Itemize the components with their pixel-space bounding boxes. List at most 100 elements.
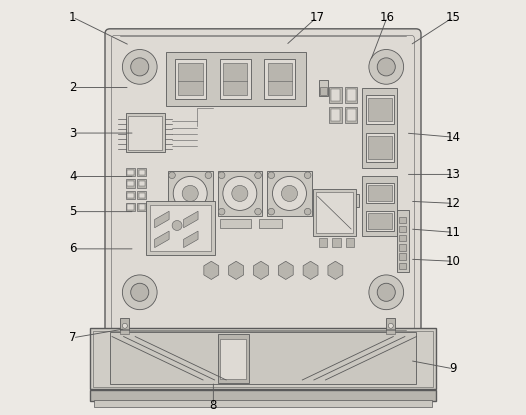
Bar	[138, 204, 145, 210]
Bar	[126, 113, 165, 152]
Text: 17: 17	[309, 11, 324, 24]
Bar	[366, 183, 394, 203]
Circle shape	[123, 323, 127, 328]
Bar	[218, 334, 248, 383]
Bar	[366, 211, 394, 232]
Bar	[386, 318, 396, 330]
Circle shape	[172, 220, 182, 230]
FancyBboxPatch shape	[105, 29, 421, 337]
Text: 13: 13	[446, 168, 461, 181]
Bar	[312, 189, 356, 237]
Text: 12: 12	[446, 197, 461, 210]
Bar	[90, 328, 436, 390]
Text: 14: 14	[446, 131, 461, 144]
Bar	[368, 98, 392, 121]
Bar	[120, 329, 129, 334]
Text: 16: 16	[380, 11, 394, 24]
Bar	[345, 87, 357, 103]
Circle shape	[223, 176, 257, 210]
Bar	[127, 204, 134, 210]
Bar	[329, 87, 341, 103]
Bar	[166, 52, 307, 106]
Circle shape	[130, 58, 149, 76]
Bar	[138, 193, 145, 198]
Circle shape	[173, 176, 207, 210]
Bar	[120, 318, 129, 330]
Circle shape	[218, 172, 225, 178]
Bar	[137, 191, 146, 199]
Circle shape	[377, 283, 396, 301]
Bar	[399, 217, 406, 223]
Polygon shape	[184, 211, 198, 228]
Bar	[127, 181, 134, 186]
Bar	[332, 238, 341, 247]
Text: 10: 10	[446, 255, 461, 268]
Bar	[316, 192, 353, 233]
Polygon shape	[303, 261, 318, 279]
Text: 7: 7	[69, 331, 76, 344]
Circle shape	[232, 186, 248, 201]
Bar	[128, 116, 163, 150]
Circle shape	[205, 208, 211, 215]
Bar	[259, 219, 281, 228]
Circle shape	[255, 172, 261, 178]
Bar	[399, 263, 406, 269]
Circle shape	[377, 58, 396, 76]
Bar	[366, 95, 394, 124]
Bar	[127, 170, 134, 175]
Bar	[397, 210, 409, 271]
Bar	[399, 226, 406, 232]
Bar	[126, 203, 135, 211]
Bar	[220, 339, 246, 379]
Circle shape	[123, 275, 157, 310]
Bar	[319, 238, 327, 247]
Bar	[267, 171, 312, 216]
Text: 9: 9	[450, 362, 457, 375]
Circle shape	[369, 49, 403, 84]
Bar	[219, 219, 250, 228]
Circle shape	[305, 208, 311, 215]
Bar	[268, 63, 292, 95]
Bar	[362, 176, 398, 237]
Bar	[110, 332, 416, 384]
Bar	[137, 168, 146, 176]
Bar	[219, 59, 250, 99]
Bar	[399, 254, 406, 260]
Text: 1: 1	[69, 11, 76, 24]
Circle shape	[305, 172, 311, 178]
Circle shape	[255, 208, 261, 215]
Circle shape	[281, 186, 298, 201]
Bar	[362, 88, 398, 168]
Bar	[399, 244, 406, 251]
Polygon shape	[328, 261, 343, 279]
Bar	[386, 329, 396, 334]
Text: 4: 4	[69, 170, 76, 183]
Bar	[331, 109, 340, 121]
Bar	[127, 193, 134, 198]
Bar	[345, 107, 357, 123]
Bar	[331, 89, 340, 101]
Polygon shape	[204, 261, 219, 279]
Circle shape	[369, 275, 403, 310]
Bar	[94, 400, 432, 407]
Polygon shape	[254, 261, 268, 279]
Text: 8: 8	[210, 399, 217, 412]
Polygon shape	[155, 231, 169, 248]
Bar	[90, 391, 436, 401]
Circle shape	[130, 283, 149, 301]
Bar	[319, 80, 328, 96]
Bar	[168, 171, 213, 216]
Text: 6: 6	[69, 242, 76, 255]
Circle shape	[182, 186, 198, 201]
Bar	[347, 89, 356, 101]
Polygon shape	[278, 261, 293, 279]
Bar	[138, 170, 145, 175]
Bar	[264, 59, 295, 99]
Circle shape	[272, 176, 307, 210]
Bar	[93, 331, 433, 387]
Polygon shape	[184, 231, 198, 248]
Bar	[346, 238, 355, 247]
Bar	[368, 136, 392, 159]
Bar	[137, 179, 146, 188]
Circle shape	[268, 208, 275, 215]
